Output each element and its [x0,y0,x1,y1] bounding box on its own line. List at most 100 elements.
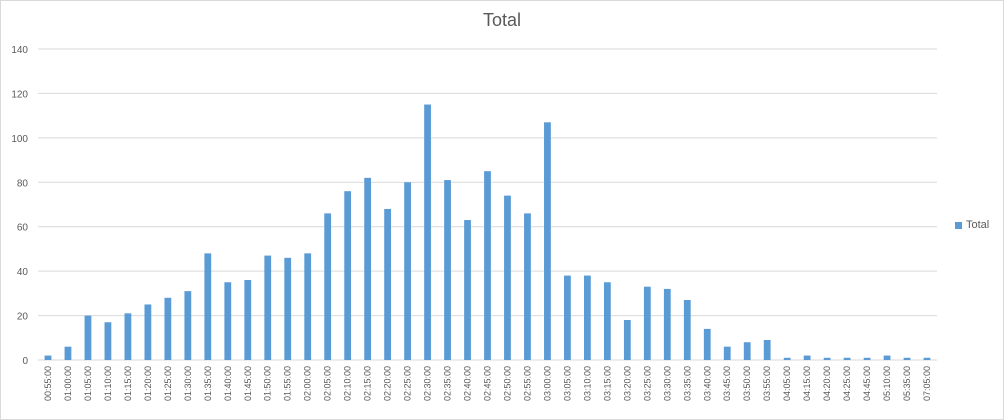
y-tick-label: 100 [11,134,28,145]
bar [324,213,332,360]
x-tick-label: 01:00:00 [63,366,73,401]
bar [683,300,691,360]
bar [524,213,531,360]
y-tick-label: 0 [22,356,28,367]
bar [763,340,771,360]
x-tick-label: 02:10:00 [343,366,353,401]
legend-swatch [955,221,962,229]
x-tick-label: 02:30:00 [423,366,433,401]
x-tick-label: 03:50:00 [742,366,752,401]
bar [903,357,911,360]
bar [244,280,252,360]
x-tick-label: 02:35:00 [443,366,453,401]
bar [364,177,372,360]
x-tick-label: 04:25:00 [842,366,852,401]
x-tick-label: 05:10:00 [882,366,892,401]
bar [144,304,152,360]
y-tick-label: 40 [17,267,29,278]
bar [564,275,571,360]
bar [64,346,72,360]
y-tick-label: 120 [11,89,28,100]
x-tick-label: 04:45:00 [862,366,872,401]
x-tick-label: 04:05:00 [782,366,792,401]
y-tick-label: 140 [11,45,28,56]
bar [823,357,831,360]
bar [663,288,671,360]
bar [184,291,192,360]
x-tick-label: 01:45:00 [243,366,253,401]
bar [743,342,751,360]
bar [464,220,471,360]
bar [344,191,352,360]
x-tick-label: 02:15:00 [363,366,373,401]
y-tick-label: 60 [17,223,29,234]
bar [643,286,651,360]
x-tick-label: 07:05:00 [922,366,932,401]
bar [583,275,591,360]
x-tick-label: 01:10:00 [103,366,113,401]
x-tick-label: 02:40:00 [463,366,473,401]
bar [164,297,172,360]
bar [84,315,92,360]
bar [544,122,551,360]
x-tick-label: 01:30:00 [183,366,193,401]
bar [883,355,891,360]
x-tick-label: 03:00:00 [542,366,552,401]
x-tick-label: 03:40:00 [702,366,712,401]
x-tick-label: 02:45:00 [483,366,493,401]
x-tick-label: 01:15:00 [123,366,133,401]
bar [783,357,791,360]
bar [224,282,232,360]
x-tick-label: 03:45:00 [722,366,732,401]
x-tick-label: 01:20:00 [143,366,153,401]
bar [264,255,272,360]
bar [284,257,292,360]
y-tick-label: 80 [17,178,29,189]
x-tick-label: 02:00:00 [303,366,313,401]
bar [504,195,511,360]
bar [444,180,451,360]
x-tick-label: 02:50:00 [502,366,512,401]
x-tick-label: 04:15:00 [802,366,812,401]
bar [104,322,112,360]
bar [723,346,731,360]
bar [204,253,212,360]
x-tick-label: 03:15:00 [602,366,612,401]
x-tick-label: 03:25:00 [642,366,652,401]
legend-label: Total [966,219,990,231]
bar [404,182,411,360]
bar [304,253,312,360]
bar [703,328,711,360]
x-tick-label: 02:55:00 [522,366,532,401]
x-tick-label: 01:35:00 [203,366,213,401]
x-tick-label: 00:55:00 [43,366,53,401]
y-tick-label: 20 [17,312,29,323]
bar [843,357,851,360]
bar [603,282,611,360]
bar [384,208,392,360]
bar [424,104,431,361]
bar [923,357,931,360]
bar [623,320,631,360]
bar [863,357,871,360]
legend: Total [955,219,989,231]
x-tick-label: 01:40:00 [223,366,233,401]
x-tick-label: 03:05:00 [562,366,572,401]
x-tick-label: 05:35:00 [902,366,912,401]
x-tick-label: 01:25:00 [163,366,173,401]
x-tick-label: 02:05:00 [323,366,333,401]
chart-title: Total [482,10,522,30]
x-tick-label: 02:20:00 [383,366,393,401]
x-tick-label: 03:55:00 [762,366,772,401]
x-tick-label: 02:25:00 [403,366,413,401]
bar [44,355,52,360]
bar [484,171,491,360]
x-tick-label: 03:20:00 [622,366,632,401]
x-tick-label: 03:35:00 [682,366,692,401]
x-tick-label: 01:50:00 [263,366,273,401]
bar [124,313,132,360]
x-tick-label: 04:20:00 [822,366,832,401]
bar [803,355,811,360]
x-tick-label: 03:10:00 [582,366,592,401]
x-tick-label: 01:05:00 [83,366,93,401]
